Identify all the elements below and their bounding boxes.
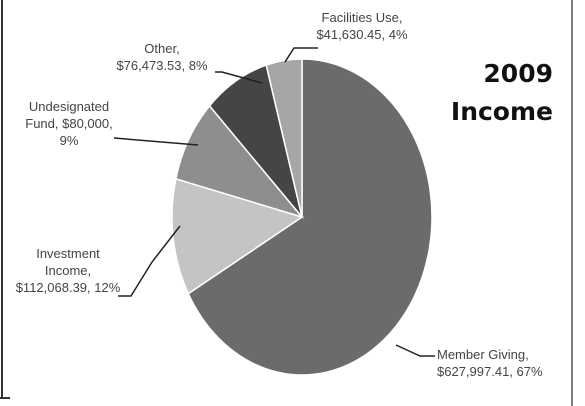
leader-line-other xyxy=(215,71,263,84)
slice-facilities-use xyxy=(265,58,303,218)
data-label-line: $76,473.53, 8% xyxy=(116,58,208,73)
data-label-line: Income, xyxy=(45,263,91,278)
data-label-member-giving: Member Giving, $627,997.41, 67% xyxy=(437,347,543,379)
leader-line-member-giving xyxy=(395,344,435,357)
chart-title-line-1: 2009 xyxy=(483,59,553,88)
data-label-line: Member Giving, xyxy=(437,347,529,362)
data-label-undesignated-fund: Undesignated Fund, $80,000, 9% xyxy=(25,99,112,148)
data-label-line: Facilities Use, xyxy=(322,10,403,25)
slice-labels: Member Giving, $627,997.41, 67% Investment… xyxy=(16,10,543,379)
data-label-line: $112,068.39, 12% xyxy=(16,280,121,295)
pie-slices xyxy=(171,58,433,376)
data-label-line: 9% xyxy=(60,133,79,148)
data-label-other: Other, $76,473.53, 8% xyxy=(116,41,208,73)
data-label-line: $627,997.41, 67% xyxy=(437,364,543,379)
chart-title-line-2: Income xyxy=(451,97,553,126)
data-label-investment-income: Investment Income, $112,068.39, 12% xyxy=(16,246,121,295)
slice-undesignated-fund xyxy=(174,104,305,219)
data-label-line: $41,630.45, 4% xyxy=(316,27,408,42)
leader-line-undesignated-fund xyxy=(113,137,199,146)
data-label-line: Undesignated xyxy=(29,99,109,114)
data-label-line: Investment xyxy=(36,246,100,261)
data-label-facilities-use: Facilities Use, $41,630.45, 4% xyxy=(316,10,408,42)
data-label-line: Fund, $80,000, xyxy=(25,116,112,131)
leader-lines xyxy=(113,47,435,357)
slice-member-giving xyxy=(187,58,433,376)
data-label-line: Other, xyxy=(144,41,179,56)
leader-line-investment-income xyxy=(118,225,181,297)
leader-line-facilities-use xyxy=(284,47,318,63)
